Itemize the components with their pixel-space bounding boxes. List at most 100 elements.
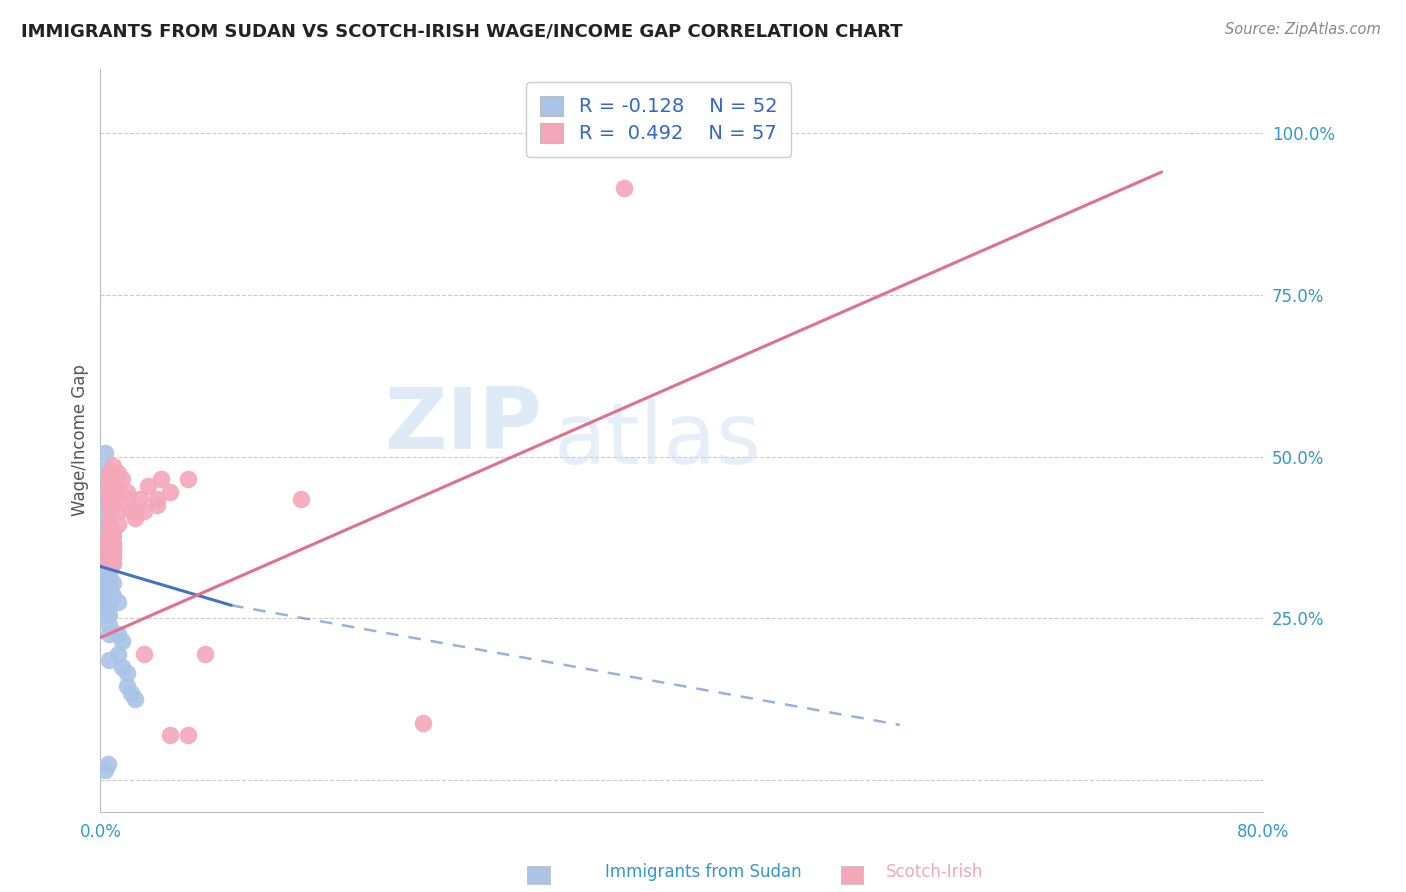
Point: [146, 498, 169, 512]
Point: [103, 549, 125, 564]
Point: [93, 569, 115, 583]
Point: [98, 556, 121, 570]
Text: atlas: atlas: [554, 399, 762, 482]
Point: [107, 595, 129, 609]
Point: [98, 599, 121, 613]
Point: [93, 582, 115, 596]
Point: [93, 763, 115, 777]
Point: [93, 540, 115, 554]
Point: [103, 556, 125, 570]
Point: [98, 543, 121, 558]
Point: [194, 647, 217, 661]
Point: [98, 617, 121, 632]
Point: [93, 540, 115, 554]
Point: [176, 472, 198, 486]
Point: [93, 573, 115, 587]
Point: [93, 549, 115, 564]
Point: [107, 504, 129, 518]
Point: [98, 466, 121, 480]
Point: [103, 472, 125, 486]
Text: IMMIGRANTS FROM SUDAN VS SCOTCH-IRISH WAGE/INCOME GAP CORRELATION CHART: IMMIGRANTS FROM SUDAN VS SCOTCH-IRISH WA…: [21, 22, 903, 40]
Point: [111, 659, 134, 673]
Point: [146, 491, 169, 506]
Point: [98, 653, 121, 667]
Point: [115, 666, 138, 681]
Point: [111, 633, 134, 648]
Point: [98, 537, 121, 551]
Point: [107, 466, 129, 480]
Point: [100, 485, 122, 500]
Point: [159, 485, 181, 500]
Point: [98, 627, 121, 641]
Point: [96, 537, 118, 551]
Point: [98, 582, 121, 596]
Point: [93, 446, 115, 460]
Text: Scotch-Irish: Scotch-Irish: [886, 863, 984, 881]
Point: [93, 599, 115, 613]
Point: [111, 472, 134, 486]
Point: [103, 589, 125, 603]
Point: [103, 459, 125, 474]
Point: [98, 517, 121, 532]
Point: [412, 716, 434, 731]
Point: [103, 485, 125, 500]
Point: [132, 647, 155, 661]
Point: [98, 540, 121, 554]
Point: [98, 511, 121, 525]
Point: [103, 556, 125, 570]
Point: [107, 627, 129, 641]
Point: [132, 504, 155, 518]
Point: [115, 485, 138, 500]
Point: [128, 491, 150, 506]
Point: [120, 504, 142, 518]
Point: [100, 491, 122, 506]
Point: [93, 517, 115, 532]
Point: [93, 556, 115, 570]
Point: [98, 607, 121, 622]
Point: [93, 462, 115, 476]
Point: [93, 563, 115, 577]
Point: [93, 605, 115, 619]
Point: [124, 504, 146, 518]
Text: Source: ZipAtlas.com: Source: ZipAtlas.com: [1225, 22, 1381, 37]
Point: [93, 579, 115, 593]
Point: [98, 498, 121, 512]
Point: [93, 575, 115, 590]
Point: [93, 543, 115, 558]
Point: [98, 563, 121, 577]
Legend: R = -0.128    N = 52, R =  0.492    N = 57: R = -0.128 N = 52, R = 0.492 N = 57: [526, 82, 792, 157]
Point: [98, 491, 121, 506]
Point: [613, 181, 636, 195]
Point: [150, 472, 173, 486]
Point: [93, 591, 115, 606]
Point: [136, 478, 159, 492]
Point: [93, 495, 115, 509]
Point: [107, 485, 129, 500]
Y-axis label: Wage/Income Gap: Wage/Income Gap: [72, 365, 89, 516]
Point: [98, 475, 121, 490]
Point: [98, 478, 121, 492]
Point: [98, 589, 121, 603]
Point: [98, 549, 121, 564]
Point: [97, 756, 120, 771]
Point: [98, 530, 121, 544]
Point: [98, 575, 121, 590]
Point: [120, 685, 142, 699]
Point: [97, 540, 120, 554]
Point: [98, 533, 121, 548]
Point: [103, 537, 125, 551]
Point: [103, 547, 125, 561]
Point: [176, 728, 198, 742]
Point: [93, 595, 115, 609]
Point: [93, 589, 115, 603]
Point: [98, 485, 121, 500]
Point: [159, 728, 181, 742]
Point: [93, 508, 115, 522]
Point: [103, 543, 125, 558]
Point: [124, 511, 146, 525]
Point: [107, 647, 129, 661]
Point: [98, 530, 121, 544]
Point: [93, 530, 115, 544]
Point: [103, 575, 125, 590]
Point: [93, 601, 115, 615]
